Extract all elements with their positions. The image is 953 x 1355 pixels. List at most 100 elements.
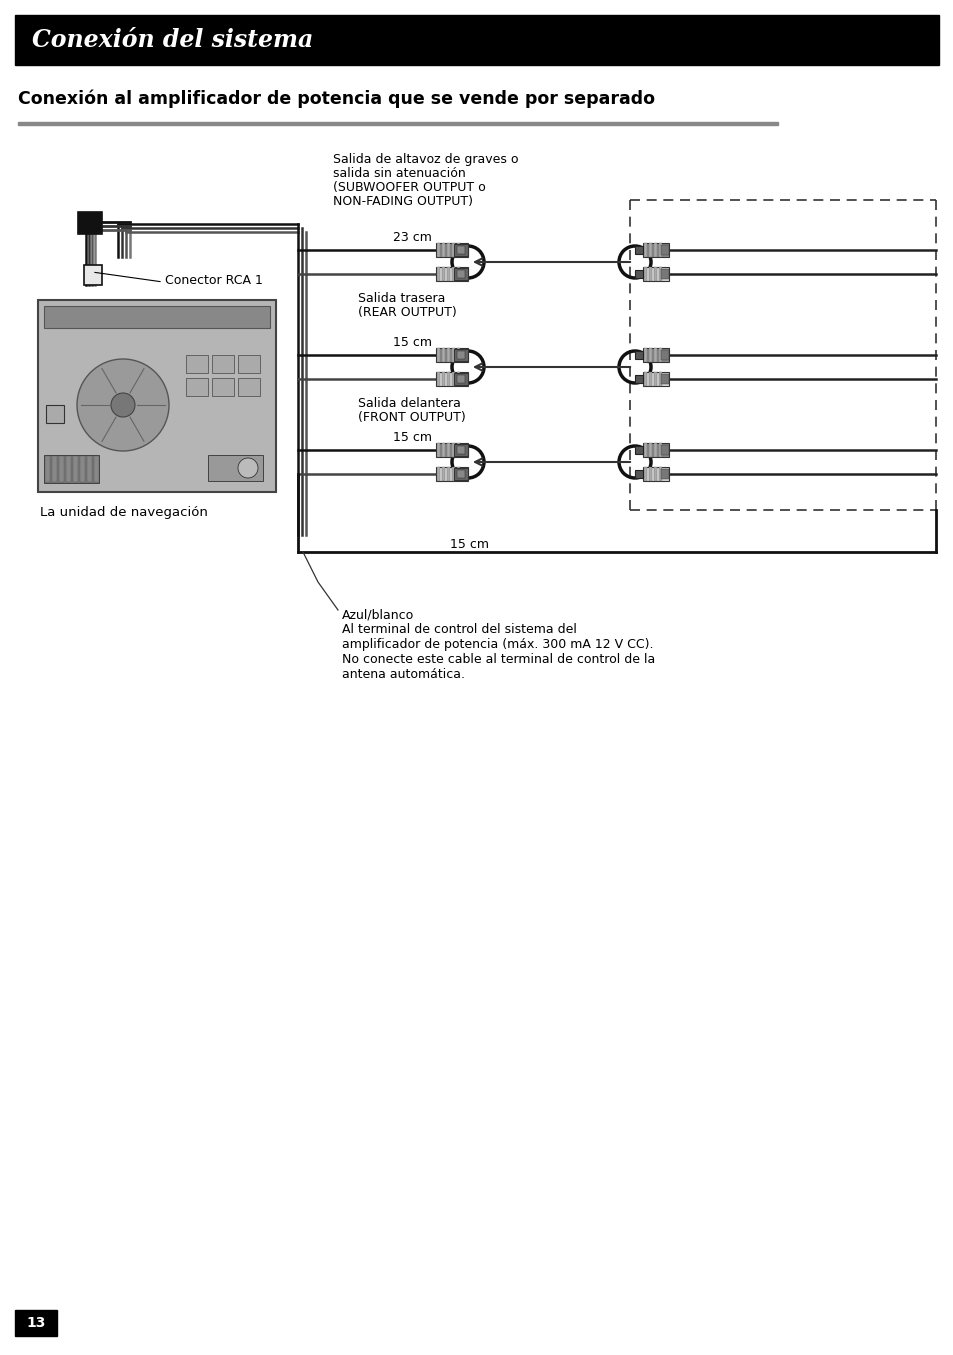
- Bar: [73, 457, 78, 482]
- Bar: [46, 405, 64, 423]
- Text: (FRONT OUTPUT): (FRONT OUTPUT): [357, 411, 465, 424]
- Bar: [648, 348, 651, 362]
- Bar: [454, 244, 468, 256]
- Bar: [635, 270, 642, 278]
- Bar: [436, 443, 468, 457]
- Bar: [441, 243, 444, 257]
- Bar: [659, 467, 661, 481]
- Bar: [452, 243, 455, 257]
- Bar: [654, 267, 657, 280]
- Bar: [456, 247, 464, 253]
- Bar: [642, 373, 668, 386]
- Bar: [84, 266, 102, 285]
- Bar: [456, 375, 464, 383]
- Bar: [15, 1310, 57, 1336]
- Text: Al terminal de control del sistema del: Al terminal de control del sistema del: [341, 623, 577, 635]
- Bar: [447, 243, 450, 257]
- Bar: [659, 243, 661, 257]
- Bar: [436, 373, 439, 386]
- Text: Conector RCA 1: Conector RCA 1: [165, 274, 263, 286]
- Text: Salida de altavoz de graves o: Salida de altavoz de graves o: [333, 153, 518, 167]
- Bar: [648, 373, 651, 386]
- Bar: [59, 457, 64, 482]
- Bar: [659, 443, 661, 457]
- Text: Conexión al amplificador de potencia que se vende por separado: Conexión al amplificador de potencia que…: [18, 89, 655, 108]
- Bar: [648, 467, 651, 481]
- Bar: [456, 373, 459, 386]
- Bar: [660, 374, 668, 383]
- Text: Salida trasera: Salida trasera: [357, 291, 445, 305]
- Bar: [660, 444, 668, 455]
- Bar: [456, 446, 464, 454]
- Bar: [643, 373, 646, 386]
- Bar: [441, 467, 444, 481]
- Bar: [454, 350, 468, 360]
- Bar: [654, 443, 657, 457]
- Text: amplificador de potencia (máx. 300 mA 12 V CC).: amplificador de potencia (máx. 300 mA 12…: [341, 638, 653, 650]
- Bar: [660, 350, 668, 360]
- Bar: [436, 348, 468, 362]
- Bar: [186, 355, 208, 373]
- Bar: [78, 211, 102, 234]
- Circle shape: [111, 393, 135, 417]
- Circle shape: [77, 359, 169, 451]
- Bar: [452, 267, 455, 280]
- Bar: [660, 469, 668, 480]
- Bar: [635, 375, 642, 383]
- Bar: [642, 348, 668, 362]
- Bar: [436, 243, 468, 257]
- Bar: [456, 470, 464, 478]
- Bar: [659, 373, 661, 386]
- Bar: [237, 355, 260, 373]
- Bar: [642, 443, 668, 457]
- Text: 13: 13: [27, 1316, 46, 1331]
- Text: antena automática.: antena automática.: [341, 668, 464, 682]
- Bar: [654, 243, 657, 257]
- Bar: [87, 457, 91, 482]
- Bar: [635, 351, 642, 359]
- Bar: [447, 443, 450, 457]
- Text: Conexión del sistema: Conexión del sistema: [32, 28, 313, 51]
- Bar: [447, 348, 450, 362]
- Bar: [642, 467, 668, 481]
- Bar: [436, 443, 439, 457]
- Bar: [456, 243, 459, 257]
- Text: (REAR OUTPUT): (REAR OUTPUT): [357, 306, 456, 318]
- Bar: [643, 243, 646, 257]
- Text: Azul/blanco: Azul/blanco: [341, 608, 414, 621]
- Bar: [660, 245, 668, 255]
- Bar: [643, 443, 646, 457]
- Bar: [186, 378, 208, 396]
- Bar: [447, 373, 450, 386]
- Bar: [208, 455, 263, 481]
- Bar: [441, 267, 444, 280]
- Bar: [447, 267, 450, 280]
- Bar: [643, 467, 646, 481]
- Text: No conecte este cable al terminal de control de la: No conecte este cable al terminal de con…: [341, 653, 655, 667]
- Bar: [635, 247, 642, 253]
- Bar: [454, 373, 468, 385]
- Bar: [648, 267, 651, 280]
- Bar: [635, 470, 642, 478]
- Bar: [452, 348, 455, 362]
- Bar: [659, 348, 661, 362]
- Text: 23 cm: 23 cm: [393, 230, 432, 244]
- Bar: [441, 348, 444, 362]
- Bar: [38, 299, 275, 492]
- Bar: [456, 348, 459, 362]
- Bar: [94, 457, 99, 482]
- Bar: [45, 457, 50, 482]
- Bar: [643, 267, 646, 280]
- Bar: [452, 467, 455, 481]
- Bar: [237, 378, 260, 396]
- Bar: [454, 467, 468, 480]
- Text: La unidad de navegación: La unidad de navegación: [40, 505, 208, 519]
- Bar: [436, 243, 439, 257]
- Bar: [212, 378, 233, 396]
- Bar: [44, 306, 270, 328]
- Bar: [456, 351, 464, 359]
- Bar: [436, 267, 468, 280]
- Text: Salida delantera: Salida delantera: [357, 397, 460, 411]
- Text: (SUBWOOFER OUTPUT o: (SUBWOOFER OUTPUT o: [333, 182, 485, 194]
- Bar: [66, 457, 71, 482]
